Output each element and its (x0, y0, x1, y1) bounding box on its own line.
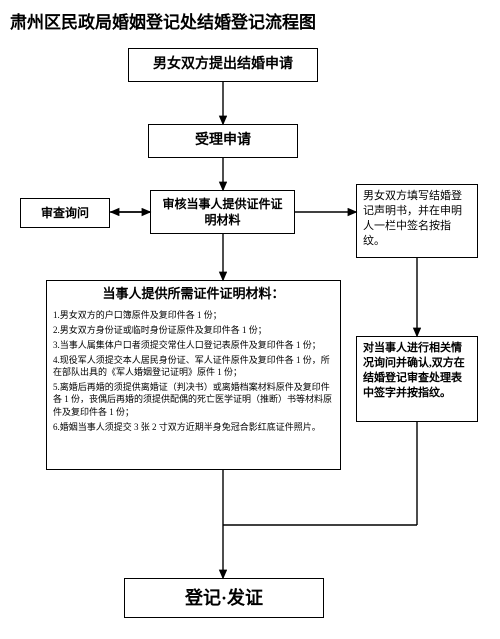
node-materials: 当事人提供所需证件证明材料： 1.男女双方的户口簿原件及复印件各 1 份； 2.男… (46, 280, 341, 470)
node-accept: 受理申请 (148, 124, 298, 158)
node-inquiry: 审查询问 (20, 198, 110, 228)
materials-title: 当事人提供所需证件证明材料： (53, 285, 334, 303)
node-apply-label: 男女双方提出结婚申请 (153, 56, 293, 75)
page-title: 肃州区民政局婚姻登记处结婚登记流程图 (10, 8, 316, 33)
materials-item: 5.离婚后再婚的须提供离婚证（判决书）或离婚档案材料原件及复印件各 1 份，丧偶… (53, 381, 334, 417)
materials-item: 6.婚姻当事人须提交 3 张 2 寸双方近期半身免冠合影红底证件照片。 (53, 421, 334, 433)
node-confirm-label: 对当事人进行相关情况询问并确认,双方在结婚登记审查处理表中签字并按指纹。 (363, 341, 471, 400)
node-issue-label: 登记·发证 (185, 586, 263, 610)
node-inquiry-label: 审查询问 (41, 205, 89, 221)
node-issue: 登记·发证 (124, 578, 324, 618)
node-declare-label: 男女双方填写结婚登记声明书，并在申明人一栏中签名按指纹。 (363, 189, 471, 248)
node-declare: 男女双方填写结婚登记声明书，并在申明人一栏中签名按指纹。 (356, 184, 478, 258)
materials-item: 3.当事人属集体户口者须提交常住人口登记表原件及复印件各 1 份； (53, 339, 334, 351)
node-review: 审核当事人提供证件证明材料 (150, 190, 295, 234)
materials-item: 4.现役军人须提交本人居民身份证、军人证件原件及复印件各 1 份，所在部队出具的… (53, 354, 334, 378)
node-review-label: 审核当事人提供证件证明材料 (157, 196, 288, 228)
node-confirm: 对当事人进行相关情况询问并确认,双方在结婚登记审查处理表中签字并按指纹。 (356, 336, 478, 422)
materials-item: 2.男女双方身份证或临时身份证原件及复印件各 1 份； (53, 324, 334, 336)
node-accept-label: 受理申请 (195, 132, 251, 151)
materials-list: 1.男女双方的户口簿原件及复印件各 1 份； 2.男女双方身份证或临时身份证原件及… (53, 309, 334, 433)
node-apply: 男女双方提出结婚申请 (128, 48, 318, 82)
materials-item: 1.男女双方的户口簿原件及复印件各 1 份； (53, 309, 334, 321)
